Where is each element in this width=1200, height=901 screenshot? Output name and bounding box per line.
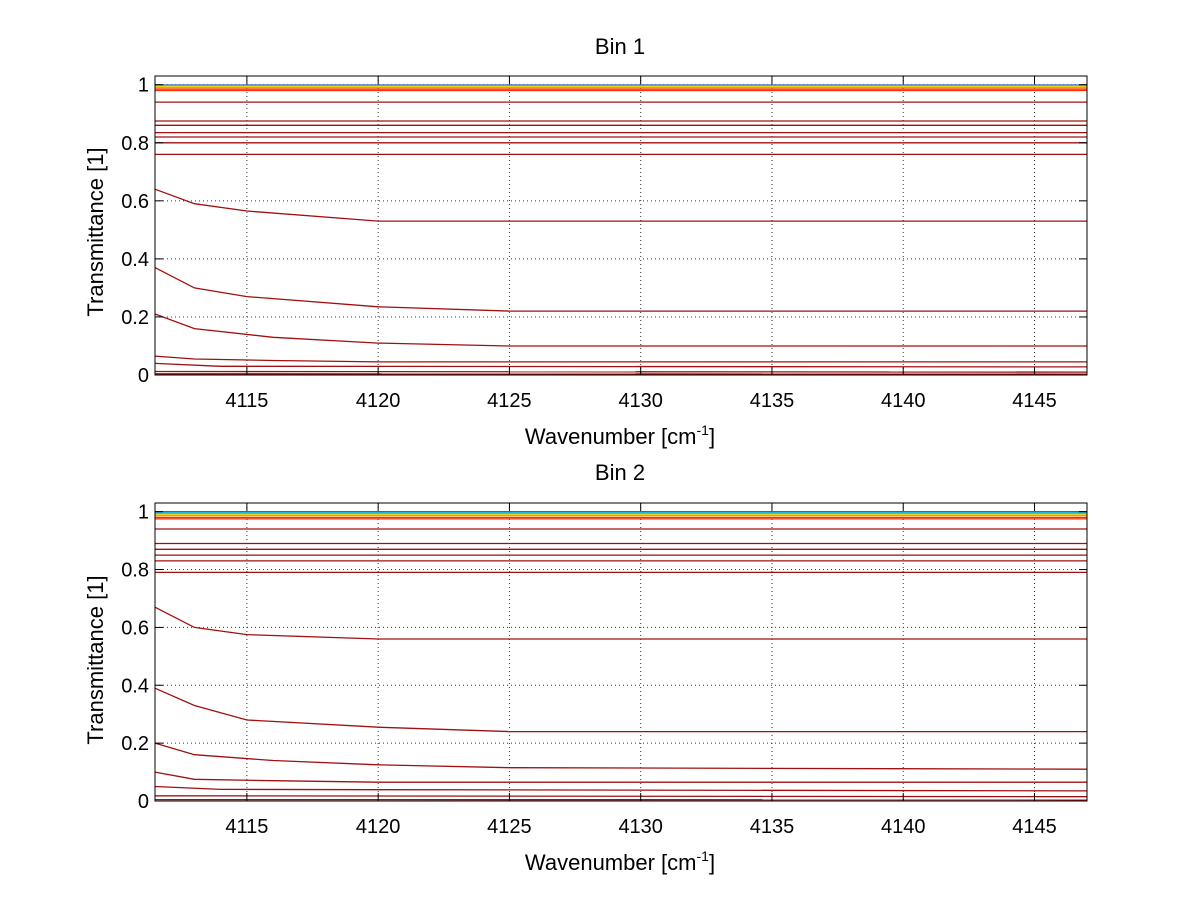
- x-tick-label: 4140: [881, 816, 926, 838]
- series-line: [154, 267, 1087, 312]
- y-axis-label: Transmittance [1]: [83, 575, 108, 744]
- x-tick-label: 4130: [618, 816, 663, 838]
- x-tick-label: 4115: [225, 390, 268, 412]
- x-tick-label: 4145: [1012, 390, 1057, 412]
- x-tick-label: 4130: [618, 390, 663, 412]
- series-group: [154, 84, 1088, 375]
- series-line: [154, 606, 1087, 640]
- y-axis-label: Transmittance [1]: [83, 147, 108, 316]
- series-group: [154, 511, 1088, 801]
- x-tick-label: 4135: [750, 816, 795, 838]
- series-line: [154, 370, 1088, 373]
- chart-panel-bin-1: Bin 1 4115 4120 4125 4130 4135 4140 4145 0 0.2 0.…: [83, 34, 1088, 449]
- x-axis-label: Wavenumber [cm-1]: [525, 422, 715, 449]
- x-tick-label: 4120: [356, 816, 401, 838]
- y-tick-label: 1: [138, 502, 149, 524]
- y-tick-label: 0.6: [121, 617, 149, 639]
- series-line: [154, 355, 1087, 363]
- y-tick-label: 1: [138, 75, 149, 97]
- x-tick-label: 4140: [881, 390, 926, 412]
- ticks: 4115 4120 4125 4130 4135 4140 4145 0 0.2 0.4 0.6 0.…: [121, 502, 1087, 838]
- series-line: [154, 742, 1088, 770]
- series-line: [154, 795, 1088, 798]
- axes-box: [154, 75, 1088, 376]
- y-tick-label: 0.2: [121, 733, 149, 755]
- chart-title: Bin 1: [595, 34, 645, 59]
- y-tick-label: 0: [138, 791, 149, 813]
- x-tick-label: 4145: [1012, 816, 1057, 838]
- y-tick-label: 0.2: [121, 307, 149, 329]
- y-tick-label: 0.8: [121, 560, 149, 582]
- grid: [155, 503, 1087, 802]
- axes-box: [154, 502, 1088, 802]
- y-tick-label: 0.4: [121, 249, 149, 271]
- y-tick-label: 0: [138, 365, 149, 387]
- y-tick-label: 0.8: [121, 133, 149, 155]
- x-tick-label: 4125: [487, 816, 532, 838]
- ticks: 4115 4120 4125 4130 4135 4140 4145 0 0.2 0.4 0.6 0.…: [121, 75, 1087, 412]
- series-line: [154, 687, 1087, 733]
- x-axis-label: Wavenumber [cm-1]: [525, 848, 715, 875]
- x-tick-label: 4125: [487, 390, 532, 412]
- series-line: [154, 785, 1088, 792]
- series-line: [154, 362, 1088, 368]
- series-line: [154, 313, 1087, 347]
- chart-title: Bin 2: [595, 460, 645, 485]
- y-tick-label: 0.6: [121, 191, 149, 213]
- series-line: [154, 771, 1087, 783]
- y-tick-label: 0.4: [121, 675, 149, 697]
- chart-panel-bin-2: Bin 2 4115 4120 4125 4130 4135 4140 4145 0 0.2 0.…: [83, 460, 1088, 875]
- x-tick-label: 4135: [750, 390, 795, 412]
- x-tick-label: 4115: [225, 816, 268, 838]
- series-line: [154, 188, 1087, 222]
- x-tick-label: 4120: [356, 390, 401, 412]
